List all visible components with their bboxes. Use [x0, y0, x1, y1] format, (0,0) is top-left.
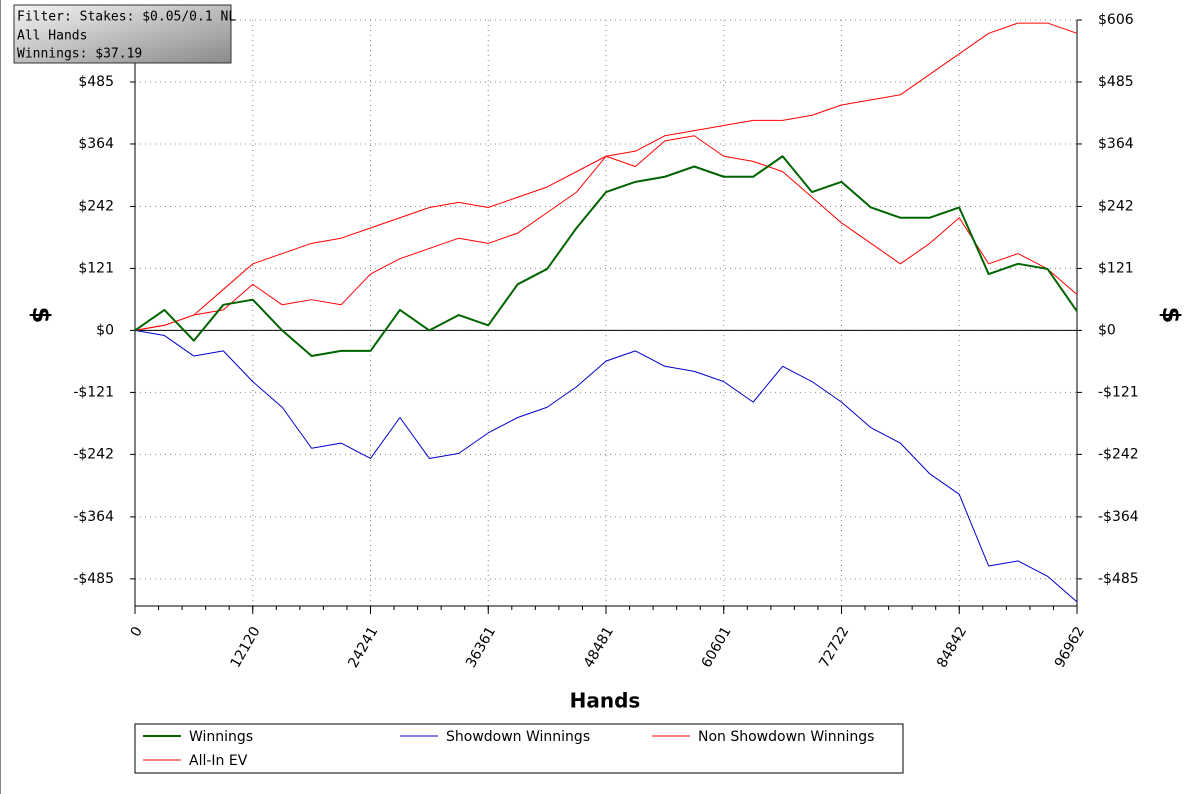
legend-label: Non Showdown Winnings [698, 729, 874, 745]
filter-box [13, 4, 232, 64]
y2-tick-label: -$364 [1098, 509, 1139, 525]
plot-background [135, 20, 1077, 606]
y2-axis-label: $ [1157, 307, 1185, 324]
filter-text: Filter: Stakes: $0.05/0.1 NL [17, 10, 236, 25]
y-tick-label: $121 [78, 260, 114, 276]
y-tick-label: -$485 [73, 571, 114, 587]
series-line [134, 329, 1078, 603]
y-tick-label: $364 [78, 136, 114, 152]
y-tick-label: $485 [78, 74, 114, 90]
series-line [134, 135, 1078, 331]
y-tick-label: $0 [96, 322, 114, 338]
y2-tick-label: $606 [1098, 12, 1134, 28]
y2-tick-label: $0 [1098, 322, 1116, 338]
y-tick-label: -$364 [73, 509, 114, 525]
filter-text: Winnings: $37.19 [17, 47, 142, 62]
y-tick-label: $242 [78, 198, 114, 214]
y2-tick-label: -$242 [1098, 446, 1139, 462]
y2-tick-label: $242 [1098, 198, 1134, 214]
series-line [134, 155, 1078, 358]
plot-area: $606 $485 $364 $242 $121 $0 -$121 -$242 -$364 -$4… [73, 12, 1138, 671]
legend-label: All-In EV [189, 753, 248, 769]
y2-tick-label: -$485 [1098, 571, 1139, 587]
legend [134, 723, 904, 774]
legend-label: Showdown Winnings [446, 729, 590, 745]
x-axis-label: Hands [570, 689, 641, 713]
legend-label: Winnings [189, 729, 253, 745]
y2-tick-label: $364 [1098, 136, 1134, 152]
y-tick-label: -$242 [73, 446, 114, 462]
legend-items: Winnings Showdown Winnings Non Showdown Wi… [143, 729, 874, 769]
filter-text: All Hands [17, 29, 87, 44]
y-tick-label: -$121 [73, 384, 114, 400]
y2-tick-label: $485 [1098, 74, 1134, 90]
y2-tick-label: $121 [1098, 260, 1134, 276]
y-axis-label: $ [27, 307, 55, 324]
y2-tick-label: -$121 [1098, 384, 1139, 400]
